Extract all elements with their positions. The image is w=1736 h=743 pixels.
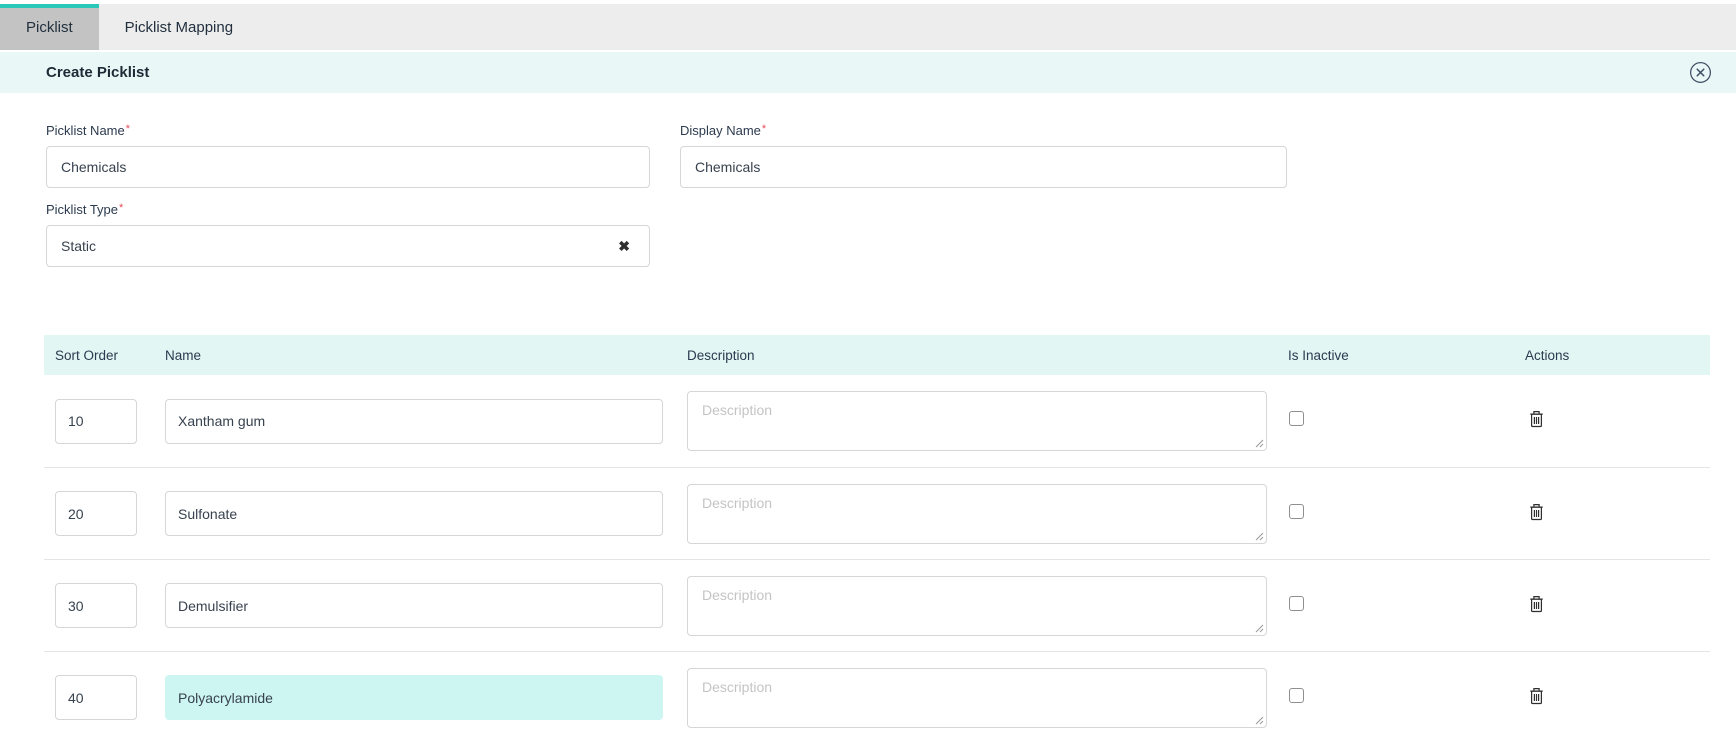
table-row xyxy=(44,467,1710,559)
header-description: Description xyxy=(687,347,755,363)
delete-trash-icon[interactable] xyxy=(1528,502,1545,521)
create-picklist-panel-header: Create Picklist xyxy=(0,52,1736,93)
is-inactive-checkbox[interactable] xyxy=(1289,503,1304,519)
table-row xyxy=(44,375,1710,467)
sort-order-input[interactable] xyxy=(55,398,137,444)
description-textarea[interactable] xyxy=(687,391,1267,451)
sort-order-input[interactable] xyxy=(55,491,137,536)
is-inactive-checkbox[interactable] xyxy=(1289,687,1304,703)
name-input[interactable] xyxy=(165,491,663,536)
required-asterisk: * xyxy=(119,202,124,214)
picklist-items-table: Sort Order Name Description Is Inactive … xyxy=(44,335,1710,743)
sort-order-input[interactable] xyxy=(55,583,137,628)
header-actions: Actions xyxy=(1525,347,1570,363)
delete-trash-icon[interactable] xyxy=(1528,409,1545,428)
description-textarea[interactable] xyxy=(687,667,1267,728)
description-textarea[interactable] xyxy=(687,575,1267,636)
picklist-type-label: Picklist Type* xyxy=(46,202,124,217)
table-header-row: Sort Order Name Description Is Inactive … xyxy=(44,335,1710,375)
header-is-inactive: Is Inactive xyxy=(1288,347,1349,363)
tab-bar: Picklist Picklist Mapping xyxy=(0,4,1736,50)
description-textarea[interactable] xyxy=(687,483,1267,544)
tab-picklist[interactable]: Picklist xyxy=(0,4,99,50)
required-asterisk: * xyxy=(125,123,131,135)
required-asterisk: * xyxy=(761,123,767,135)
header-sort-order: Sort Order xyxy=(55,347,119,363)
picklist-name-label: Picklist Name* xyxy=(46,123,131,138)
picklist-form: Picklist Name* Display Name* Picklist Ty… xyxy=(46,123,1690,267)
table-row xyxy=(44,651,1710,743)
close-icon[interactable] xyxy=(1688,61,1712,85)
is-inactive-checkbox[interactable] xyxy=(1289,411,1304,426)
display-name-input[interactable] xyxy=(680,146,1287,188)
clear-selection-icon[interactable]: ✖ xyxy=(618,238,630,254)
display-name-label: Display Name* xyxy=(680,123,767,138)
header-name: Name xyxy=(165,347,202,363)
delete-trash-icon[interactable] xyxy=(1528,686,1545,705)
panel-title: Create Picklist xyxy=(46,64,150,81)
name-input[interactable] xyxy=(165,675,663,720)
delete-trash-icon[interactable] xyxy=(1528,594,1545,613)
sort-order-input[interactable] xyxy=(55,675,137,720)
table-row xyxy=(44,559,1710,651)
is-inactive-checkbox[interactable] xyxy=(1289,595,1304,611)
name-input[interactable] xyxy=(165,583,663,628)
tab-picklist-mapping[interactable]: Picklist Mapping xyxy=(124,18,234,36)
table-body xyxy=(44,375,1710,743)
picklist-name-input[interactable] xyxy=(46,146,650,188)
name-input[interactable] xyxy=(165,398,663,444)
picklist-type-input[interactable] xyxy=(46,225,650,267)
